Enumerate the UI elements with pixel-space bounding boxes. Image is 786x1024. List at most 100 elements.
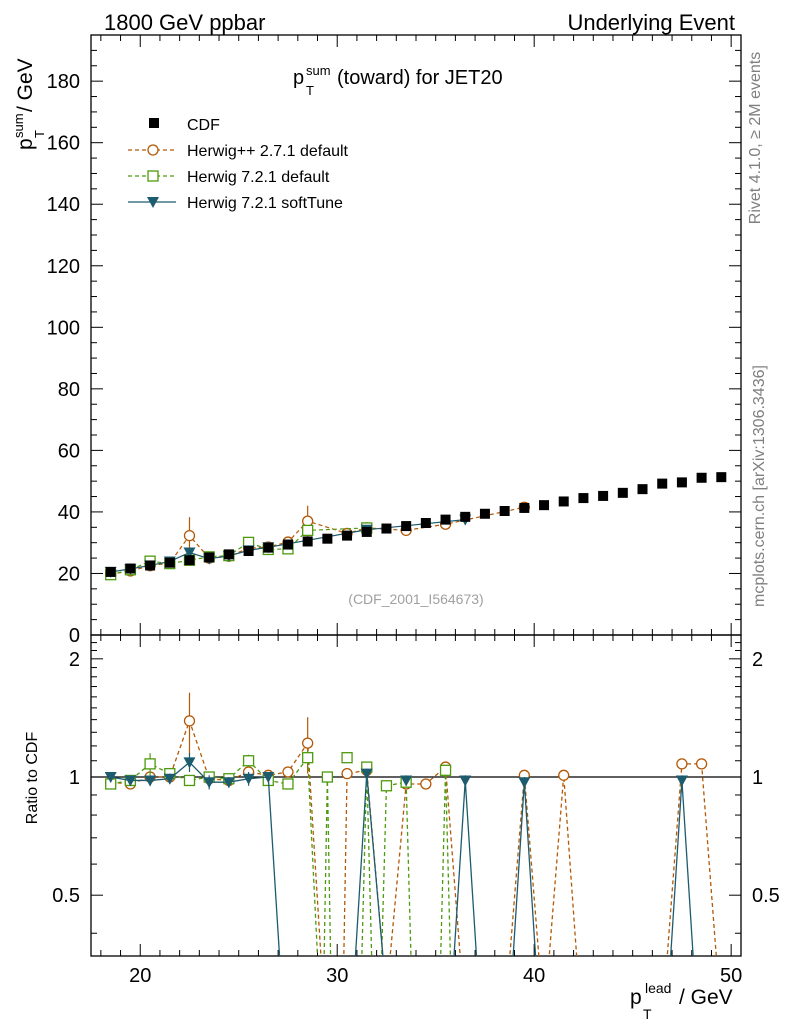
title-p: p — [293, 67, 304, 89]
mcplots-label: mcplots.cern.ch [arXiv:1306.3436] — [751, 365, 768, 607]
ratio-tick-label: 2 — [69, 649, 80, 671]
data-point-cdf — [519, 502, 530, 513]
data-point-cdf — [164, 557, 175, 568]
title-rest: (toward) for JET20 — [337, 67, 503, 89]
x-tick-label: 30 — [326, 965, 348, 987]
series-marker-ratio — [144, 758, 156, 770]
ratio-panel-frame — [90, 634, 742, 957]
data-point-cdf — [440, 514, 451, 525]
data-point-cdf — [479, 508, 490, 519]
data-point-cdf — [381, 523, 392, 534]
series-marker-ratio — [695, 758, 708, 770]
data-point-cdf — [499, 506, 510, 516]
series-marker-ratio — [183, 715, 196, 727]
xlabel-sup: lead — [645, 980, 671, 996]
series-marker-ratio — [262, 772, 275, 784]
series-marker-main — [183, 547, 196, 559]
series-marker-main — [302, 515, 314, 527]
data-point-cdf — [282, 539, 293, 550]
x-tick-label: 40 — [523, 965, 545, 987]
y-tick-label: 140 — [47, 194, 80, 216]
data-point-cdf — [558, 496, 569, 507]
legend-entry-cdf: CDF — [149, 117, 220, 134]
series-marker-ratio — [282, 766, 294, 778]
series-marker-ratio — [163, 773, 176, 785]
ratio-tick-label-right: 0.5 — [752, 885, 780, 907]
legend-marker-cdf — [149, 118, 159, 128]
ratio-tick-label-right: 2 — [752, 649, 763, 671]
legend-entry-herwig7: Herwig 7.2.1 default — [128, 169, 330, 186]
data-point-cdf — [401, 521, 412, 532]
series-marker-ratio — [459, 775, 472, 787]
data-point-cdf — [125, 563, 136, 574]
title-sub: T — [306, 83, 314, 98]
series-marker-ratio — [183, 774, 196, 787]
data-point-cdf — [302, 536, 313, 547]
y-tick-label: 100 — [47, 317, 80, 339]
series-marker-ratio — [302, 737, 314, 749]
series-line-ratio — [110, 718, 322, 956]
series-marker-ratio — [222, 777, 235, 789]
y-tick-label: 80 — [58, 379, 80, 401]
y-axis-label: p sum T / GeV — [11, 58, 47, 150]
series-marker-ratio — [341, 752, 353, 764]
data-point-cdf — [676, 477, 687, 488]
data-point-cdf — [460, 511, 471, 522]
xlabel-rest: / GeV — [679, 986, 733, 1009]
legend-label-cdf: CDF — [187, 117, 220, 134]
x-tick-label: 20 — [129, 965, 151, 987]
data-point-cdf — [342, 530, 353, 541]
series-marker-main — [302, 524, 314, 537]
rivet-label: Rivet 4.1.0, ≥ 2M events — [747, 52, 764, 224]
analysis-id: (CDF_2001_I564673) — [348, 591, 483, 607]
data-point-cdf — [696, 472, 707, 483]
legend-marker-herwig7 — [147, 170, 159, 182]
series-line-ratio — [110, 755, 319, 956]
series-line-ratio — [361, 767, 373, 956]
svg-text:p: p — [293, 67, 304, 89]
y-tick-label: 60 — [58, 440, 80, 462]
legend-marker-softtune — [147, 197, 159, 208]
ylabel-sup: sum — [11, 113, 26, 138]
data-point-cdf — [716, 472, 727, 483]
data-point-cdf — [361, 526, 372, 537]
data-point-cdf — [105, 566, 116, 577]
data-point-cdf — [223, 549, 234, 560]
title-sup: sum — [306, 63, 331, 78]
legend-label-herwig7: Herwig 7.2.1 default — [187, 169, 330, 186]
legend-entry-softtune: Herwig 7.2.1 softTune — [128, 195, 343, 212]
y-tick-label: 40 — [58, 502, 80, 524]
legend-label-softtune: Herwig 7.2.1 softTune — [187, 195, 343, 212]
series-line-ratio — [453, 780, 478, 956]
plot-title: p sum T (toward) for JET20 — [293, 63, 503, 98]
series-marker-ratio — [144, 775, 157, 787]
ratio-tick-label: 0.5 — [52, 885, 80, 907]
header-left: 1800 GeV ppbar — [104, 10, 265, 35]
series-marker-ratio — [676, 758, 688, 770]
data-point-cdf — [263, 542, 274, 553]
series-line-ratio — [323, 776, 332, 956]
main-axes: 0 20 40 60 80 100 120 140 160 180 — [47, 35, 741, 647]
series-marker-ratio — [400, 775, 413, 787]
y-tick-label: 160 — [47, 133, 80, 155]
main-data-marks — [104, 472, 727, 581]
y-tick-label: 20 — [58, 563, 80, 585]
data-point-cdf — [184, 555, 195, 566]
series-marker-ratio — [558, 769, 570, 781]
series-marker-ratio — [341, 767, 353, 780]
data-point-cdf — [617, 487, 628, 498]
ylabel-sub: T — [32, 130, 47, 138]
data-point-cdf — [322, 533, 333, 544]
legend-label-herwigpp: Herwig++ 2.7.1 default — [187, 143, 349, 160]
series-marker-ratio — [302, 752, 314, 764]
series-marker-ratio — [321, 771, 334, 783]
x-axis-label: p lead T / GeV — [630, 980, 733, 1022]
y-tick-label: 180 — [47, 71, 80, 93]
series-marker-ratio — [242, 755, 255, 767]
data-point-cdf — [420, 518, 431, 528]
series-marker-ratio — [203, 777, 216, 789]
data-point-cdf — [598, 490, 609, 501]
series-marker-ratio — [124, 775, 137, 787]
series-marker-ratio — [518, 777, 531, 789]
